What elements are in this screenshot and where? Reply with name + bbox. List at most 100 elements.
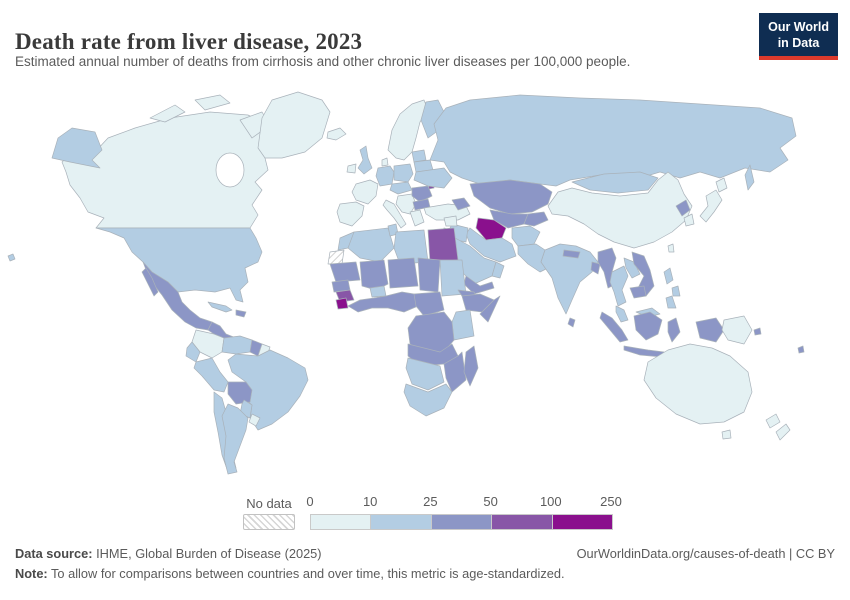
country-australia[interactable] bbox=[643, 343, 753, 425]
country-indonesia-java[interactable] bbox=[623, 345, 665, 358]
country-laos[interactable] bbox=[623, 257, 641, 279]
country-poland[interactable] bbox=[393, 163, 414, 183]
country-uk[interactable] bbox=[357, 145, 373, 175]
country-namibia-botswana[interactable] bbox=[405, 357, 445, 391]
country-solomon-islands[interactable] bbox=[753, 327, 762, 336]
legend-bin-100-250[interactable] bbox=[552, 515, 613, 529]
country-indonesia-sulawesi[interactable] bbox=[667, 317, 681, 343]
country-cambodia[interactable] bbox=[629, 285, 647, 299]
country-egypt[interactable] bbox=[427, 227, 459, 263]
country-iran[interactable] bbox=[465, 227, 517, 263]
country-north-korea[interactable] bbox=[675, 199, 691, 217]
country-philippines-mindanao[interactable] bbox=[665, 295, 677, 309]
country-mozambique-zimbabwe[interactable] bbox=[443, 351, 467, 393]
country-spain-portugal[interactable] bbox=[336, 201, 365, 227]
country-brazil[interactable] bbox=[227, 349, 309, 431]
country-venezuela[interactable] bbox=[221, 335, 253, 355]
legend-bin-25-50[interactable] bbox=[431, 515, 492, 529]
country-philippines-luzon[interactable] bbox=[663, 267, 674, 285]
country-papua-new-guinea[interactable] bbox=[721, 315, 753, 345]
legend-bar bbox=[310, 514, 613, 530]
country-uruguay[interactable] bbox=[248, 413, 261, 427]
country-mauritania[interactable] bbox=[329, 261, 361, 283]
country-malaysia[interactable] bbox=[615, 305, 629, 323]
country-caucasus[interactable] bbox=[451, 197, 471, 211]
country-nepal[interactable] bbox=[562, 249, 581, 259]
country-ecuador[interactable] bbox=[185, 341, 201, 363]
legend-no-data-swatch[interactable] bbox=[243, 514, 295, 530]
country-algeria[interactable] bbox=[347, 227, 395, 263]
country-australia-tasmania[interactable] bbox=[721, 429, 732, 440]
country-kyrgyzstan-tajikistan[interactable] bbox=[523, 211, 549, 227]
rights-link[interactable]: OurWorldinData.org/causes-of-death | CC … bbox=[576, 546, 835, 561]
country-france[interactable] bbox=[351, 179, 379, 205]
country-afghanistan[interactable] bbox=[511, 225, 541, 247]
legend-ticks: 0 10 25 50 100 250 bbox=[306, 494, 621, 510]
country-alaska[interactable] bbox=[51, 127, 103, 169]
country-usa[interactable] bbox=[95, 227, 263, 303]
country-canada-arctic-island-2[interactable] bbox=[194, 94, 231, 111]
country-syria[interactable] bbox=[443, 215, 458, 227]
country-bangladesh[interactable] bbox=[590, 261, 601, 275]
country-russia[interactable] bbox=[429, 94, 797, 187]
country-greenland[interactable] bbox=[257, 91, 331, 159]
country-cameroon-central-african-republic[interactable] bbox=[413, 291, 445, 317]
country-mali[interactable] bbox=[359, 259, 389, 291]
country-fiji[interactable] bbox=[797, 345, 805, 354]
legend-bin-10-25[interactable] bbox=[371, 515, 431, 529]
note-label: Note: bbox=[15, 566, 48, 581]
country-ireland[interactable] bbox=[346, 163, 357, 174]
country-cuba[interactable] bbox=[207, 301, 233, 313]
country-kazakhstan[interactable] bbox=[469, 179, 553, 215]
country-japan-hokkaido[interactable] bbox=[715, 177, 728, 193]
legend-bin-50-100[interactable] bbox=[492, 515, 552, 529]
country-italy[interactable] bbox=[382, 199, 407, 229]
owid-logo[interactable]: Our World in Data bbox=[759, 13, 838, 60]
country-madagascar[interactable] bbox=[463, 345, 479, 387]
country-romania[interactable] bbox=[411, 185, 433, 203]
country-indonesia-sumatra[interactable] bbox=[599, 311, 629, 343]
country-indonesia-west-papua[interactable] bbox=[695, 317, 725, 343]
country-hawaii[interactable] bbox=[7, 253, 16, 262]
country-sierra-leone[interactable] bbox=[335, 297, 349, 310]
country-canada-arctic-island-1[interactable] bbox=[149, 104, 186, 123]
country-chad[interactable] bbox=[417, 257, 441, 293]
country-south-korea[interactable] bbox=[683, 213, 695, 227]
country-sri-lanka[interactable] bbox=[567, 317, 576, 328]
country-peru[interactable] bbox=[193, 357, 229, 393]
country-china[interactable] bbox=[547, 171, 693, 249]
country-germany[interactable] bbox=[375, 165, 395, 187]
country-india[interactable] bbox=[540, 243, 599, 315]
country-central-europe[interactable] bbox=[389, 181, 413, 195]
owid-logo-line1: Our World bbox=[768, 20, 829, 34]
country-philippines-visayas[interactable] bbox=[671, 285, 681, 297]
country-iceland[interactable] bbox=[326, 127, 347, 141]
country-ukraine[interactable] bbox=[413, 167, 453, 189]
country-argentina[interactable] bbox=[221, 403, 249, 475]
country-burkina-faso[interactable] bbox=[369, 285, 387, 298]
country-new-zealand-north[interactable] bbox=[765, 413, 781, 429]
country-oman[interactable] bbox=[491, 261, 505, 279]
country-new-zealand-south[interactable] bbox=[775, 423, 791, 441]
country-thailand[interactable] bbox=[609, 265, 629, 307]
country-japan[interactable] bbox=[699, 189, 723, 223]
legend-tick-250: 250 bbox=[600, 494, 622, 509]
country-kenya-tanzania[interactable] bbox=[451, 309, 475, 341]
country-indonesia-kalimantan[interactable] bbox=[633, 311, 663, 341]
country-baltics[interactable] bbox=[411, 149, 427, 163]
country-denmark[interactable] bbox=[381, 157, 389, 167]
country-hispaniola[interactable] bbox=[235, 309, 247, 318]
country-russia-sakhalin[interactable] bbox=[744, 164, 755, 191]
country-western-sahara[interactable] bbox=[327, 249, 345, 265]
country-south-africa[interactable] bbox=[403, 383, 453, 417]
legend-bin-0-10[interactable] bbox=[311, 515, 371, 529]
country-bolivia[interactable] bbox=[227, 381, 253, 405]
country-mexico-baja[interactable] bbox=[141, 267, 159, 297]
country-mongolia[interactable] bbox=[571, 171, 659, 194]
country-greece[interactable] bbox=[409, 209, 425, 227]
country-somalia[interactable] bbox=[479, 295, 501, 323]
country-niger[interactable] bbox=[387, 257, 419, 289]
country-taiwan[interactable] bbox=[667, 243, 675, 253]
